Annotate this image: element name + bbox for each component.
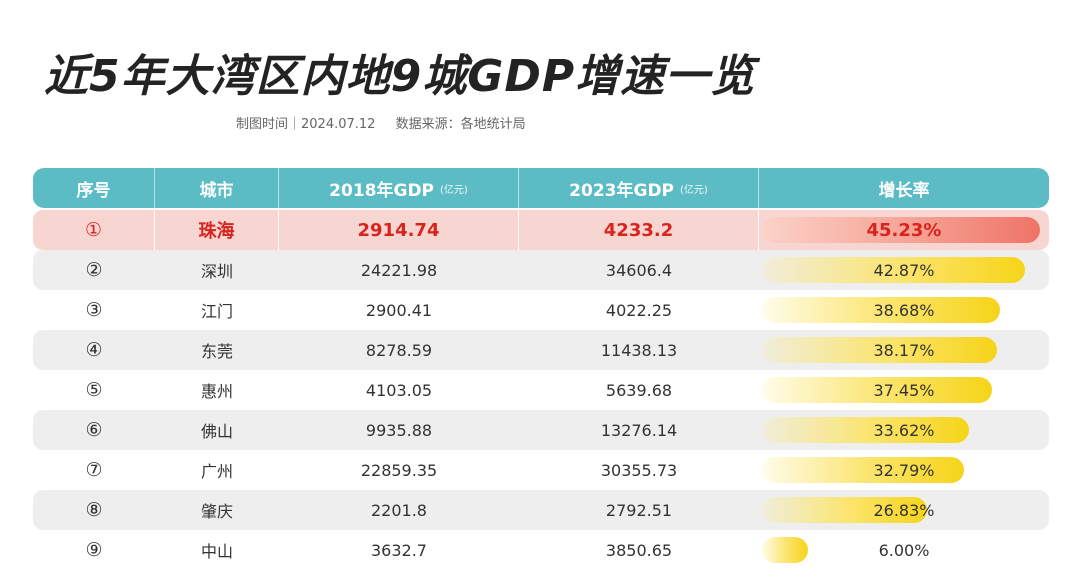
gdp2018-cell: 2914.74 <box>279 210 519 250</box>
city-cell: 广州 <box>200 462 233 481</box>
gdp2023-cell: 13276.14 <box>600 420 678 440</box>
rank-cell: ⑦ <box>33 450 155 490</box>
gdp2023-cell: 3850.65 <box>605 540 673 560</box>
growth-label: 42.87% <box>873 260 935 280</box>
rank-number: ⑦ <box>85 459 103 481</box>
chart-meta: 制图时间｜2024.07.12 数据来源：各地统计局 <box>236 113 542 132</box>
rank-number: ④ <box>85 339 103 361</box>
table-row: ⑨ 中山 3632.7 3850.65 6.00% <box>33 530 1049 570</box>
gdp2018-cell: 9935.88 <box>365 420 433 440</box>
gdp2018-cell: 8278.59 <box>365 340 433 360</box>
page-title: 近5年大湾区内地9城GDP增速一览 <box>44 51 756 102</box>
growth-bar <box>762 537 808 563</box>
city-cell: 中山 <box>200 542 233 561</box>
data-source: 数据来源：各地统计局 <box>395 117 526 132</box>
gdp2023-cell: 11438.13 <box>600 340 678 360</box>
growth-bar <box>762 257 1025 283</box>
growth-bar <box>762 417 969 443</box>
table-row: ③ 江门 2900.41 4022.25 38.68% <box>33 290 1049 330</box>
growth-cell: 38.68% <box>759 290 1049 330</box>
growth-label: 33.62% <box>873 420 935 440</box>
rank-cell: ⑤ <box>33 370 155 410</box>
unit-label: (亿元) <box>680 184 708 196</box>
growth-cell: 42.87% <box>759 250 1049 290</box>
rank-number: ⑤ <box>85 379 103 401</box>
gdp2018-cell: 3632.7 <box>371 540 427 560</box>
growth-label: 38.17% <box>873 340 935 360</box>
rank-cell: ⑥ <box>33 410 155 450</box>
gdp2018-cell: 4103.05 <box>365 380 433 400</box>
growth-cell: 38.17% <box>759 330 1049 370</box>
growth-label: 6.00% <box>878 540 930 560</box>
column-header-city: 城市 <box>155 168 279 208</box>
rank-cell: ② <box>33 250 155 290</box>
growth-bar <box>762 377 992 403</box>
gdp2023-cell: 4233.2 <box>519 210 759 250</box>
rank-cell: ③ <box>33 290 155 330</box>
gdp-growth-table: 序号 城市 2018年GDP (亿元) 2023年GDP (亿元) 增长率 ① 珠… <box>33 168 1049 570</box>
growth-bar <box>762 497 927 523</box>
gdp2023-cell: 4022.25 <box>605 300 673 320</box>
rank-number: ⑧ <box>85 499 103 521</box>
rank-number: ③ <box>85 299 103 321</box>
growth-bar <box>762 217 1040 243</box>
gdp2023-cell: 30355.73 <box>600 460 678 480</box>
growth-label: 45.23% <box>866 219 942 241</box>
table-row: ⑥ 佛山 9935.88 13276.14 33.62% <box>33 410 1049 450</box>
unit-label: (亿元) <box>440 184 468 196</box>
gdp2018-cell: 2900.41 <box>365 300 433 320</box>
rank-number: ② <box>85 259 103 281</box>
rank-number: ① <box>84 219 103 241</box>
rank-cell: ① <box>33 210 155 250</box>
growth-cell: 37.45% <box>759 370 1049 410</box>
city-cell: 珠海 <box>155 210 279 250</box>
city-cell: 肇庆 <box>200 502 233 521</box>
gdp2023-cell: 2792.51 <box>605 500 673 520</box>
column-header-rank: 序号 <box>33 168 155 208</box>
rank-cell: ⑨ <box>33 530 155 570</box>
gdp2018-cell: 24221.98 <box>360 260 438 280</box>
table-row: ⑦ 广州 22859.35 30355.73 32.79% <box>33 450 1049 490</box>
city-cell: 深圳 <box>200 262 233 281</box>
column-header-growth: 增长率 <box>878 180 930 201</box>
growth-label: 37.45% <box>873 380 935 400</box>
table-row: ① 珠海 2914.74 4233.2 45.23% <box>33 210 1049 250</box>
rank-cell: ④ <box>33 330 155 370</box>
growth-label: 26.83% <box>873 500 935 520</box>
chart-date: 制图时间｜2024.07.12 <box>236 117 376 132</box>
gdp2018-cell: 2201.8 <box>371 500 427 520</box>
table-body: ① 珠海 2914.74 4233.2 45.23% ② 深圳 24221.98 34606.4… <box>33 210 1049 570</box>
table-row: ④ 东莞 8278.59 11438.13 38.17% <box>33 330 1049 370</box>
gdp2018-cell: 22859.35 <box>360 460 438 480</box>
table-row: ⑧ 肇庆 2201.8 2792.51 26.83% <box>33 490 1049 530</box>
growth-cell: 45.23% <box>759 210 1049 250</box>
growth-bar <box>762 337 997 363</box>
growth-cell: 32.79% <box>759 450 1049 490</box>
column-header-gdp2023: 2023年GDP (亿元) <box>519 168 759 208</box>
column-header-gdp2018: 2018年GDP (亿元) <box>279 168 519 208</box>
rank-cell: ⑧ <box>33 490 155 530</box>
growth-cell: 6.00% <box>759 530 1049 570</box>
growth-cell: 33.62% <box>759 410 1049 450</box>
table-row: ⑤ 惠州 4103.05 5639.68 37.45% <box>33 370 1049 410</box>
growth-label: 38.68% <box>873 300 935 320</box>
growth-bar <box>762 457 964 483</box>
city-cell: 惠州 <box>200 382 233 401</box>
table-row: ② 深圳 24221.98 34606.4 42.87% <box>33 250 1049 290</box>
city-cell: 佛山 <box>200 422 233 441</box>
gdp2023-cell: 5639.68 <box>605 380 673 400</box>
growth-label: 32.79% <box>873 460 935 480</box>
city-cell: 东莞 <box>200 342 233 361</box>
table-header: 序号 城市 2018年GDP (亿元) 2023年GDP (亿元) 增长率 <box>33 168 1049 208</box>
growth-bar <box>762 297 1000 323</box>
city-cell: 江门 <box>200 302 233 321</box>
rank-number: ⑥ <box>85 419 103 441</box>
growth-cell: 26.83% <box>759 490 1049 530</box>
rank-number: ⑨ <box>85 539 103 561</box>
gdp2023-cell: 34606.4 <box>605 260 673 280</box>
